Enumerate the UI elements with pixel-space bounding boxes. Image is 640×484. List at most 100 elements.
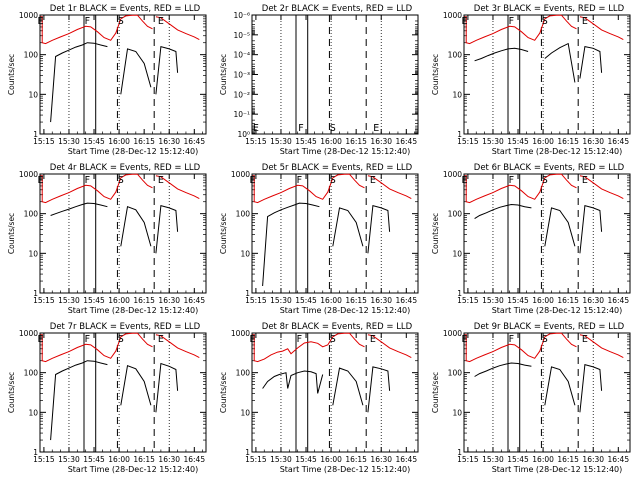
x-tick-label: 15:15	[245, 455, 267, 464]
y-axis-label: Counts/sec	[431, 213, 440, 254]
event-marker-label: E	[370, 175, 376, 186]
event-marker-label: F	[85, 334, 90, 345]
x-tick-label: 16:45	[183, 296, 205, 305]
x-tick-label: 16:00	[532, 296, 554, 305]
lld-series-line	[579, 334, 624, 359]
event-marker-label: E	[38, 175, 44, 186]
x-axis-label: Start Time (28-Dec-12 15:12:40)	[280, 306, 411, 315]
y-tick-label: 10⁰	[237, 130, 250, 139]
x-tick-label: 16:15	[345, 137, 367, 146]
det-6r-panel: Det 6r BLACK = Events, RED = LLD 1 10 100 10…	[431, 163, 631, 315]
x-tick-label: 16:00	[108, 455, 130, 464]
plot-frame	[39, 14, 207, 135]
x-tick-label: 15:30	[270, 455, 292, 464]
lld-series-line	[155, 16, 200, 41]
y-tick-label: 10	[240, 408, 250, 417]
x-tick-label: 16:30	[582, 455, 604, 464]
det-8r-panel: Det 8r BLACK = Events, RED = LLD 1 10 100 10…	[219, 322, 419, 474]
events-series-line	[50, 360, 108, 441]
y-tick-label: 100	[448, 51, 463, 60]
x-tick-label: 16:00	[320, 296, 342, 305]
x-tick-label: 15:45	[507, 137, 529, 146]
x-axis-label: Start Time (28-Dec-12 15:12:40)	[280, 147, 411, 156]
det-2r-panel: Det 2r BLACK = Events, RED = LLD 10⁰ 10⁻¹ 1…	[219, 4, 419, 156]
events-series-line	[155, 204, 179, 254]
x-tick-label: 15:15	[245, 296, 267, 305]
y-tick-label: 1	[457, 130, 462, 139]
det-9r-panel: Det 9r BLACK = Events, RED = LLD 1 10 100 10…	[431, 322, 631, 474]
events-series-line	[332, 207, 364, 247]
event-marker-label: E	[582, 16, 588, 27]
event-marker-label: F	[509, 175, 514, 186]
events-series-line	[367, 204, 391, 254]
plot-frame	[463, 173, 631, 294]
plot-frame	[39, 332, 207, 453]
panel-title: Det 1r BLACK = Events, RED = LLD	[50, 4, 201, 14]
event-marker-label: F	[509, 16, 514, 27]
y-tick-label: 1	[33, 289, 38, 298]
x-tick-label: 15:45	[295, 137, 317, 146]
x-tick-label: 16:00	[320, 455, 342, 464]
event-marker-label: F	[297, 175, 302, 186]
events-series-line	[262, 202, 320, 287]
y-tick-label: 1000	[443, 329, 462, 338]
x-tick-label: 16:30	[158, 455, 180, 464]
x-tick-label: 16:15	[557, 455, 579, 464]
event-marker-label: E	[373, 123, 379, 134]
x-tick-label: 15:15	[245, 137, 267, 146]
event-marker-label: E	[250, 334, 256, 345]
event-marker-label: E	[158, 334, 164, 345]
events-series-line	[544, 366, 576, 406]
event-marker-label: S	[330, 334, 336, 345]
x-axis-label: Start Time (28-Dec-12 15:12:40)	[492, 465, 623, 474]
x-axis-label: Start Time (28-Dec-12 15:12:40)	[68, 306, 199, 315]
x-tick-label: 16:45	[607, 137, 629, 146]
x-tick-label: 15:30	[58, 455, 80, 464]
event-marker-label: S	[542, 334, 548, 345]
event-marker-label: S	[330, 123, 336, 134]
y-tick-label: 1000	[231, 329, 250, 338]
y-tick-label: 1	[33, 448, 38, 457]
events-series-line	[579, 46, 603, 79]
event-marker-label: S	[118, 175, 124, 186]
x-tick-label: 15:45	[83, 455, 105, 464]
det-1r-panel: Det 1r BLACK = Events, RED = LLD 1 10 100 10…	[7, 4, 207, 156]
y-tick-label: 10⁻³	[233, 71, 250, 80]
event-marker-label: E	[462, 334, 468, 345]
lld-series-line	[367, 175, 412, 200]
lld-series-line	[579, 16, 624, 41]
event-marker-label: E	[38, 334, 44, 345]
y-axis-label: Counts/sec	[219, 372, 228, 413]
events-series-line	[332, 367, 364, 406]
event-marker-label: F	[297, 334, 302, 345]
y-tick-label: 1000	[231, 170, 250, 179]
y-tick-label: 100	[24, 369, 39, 378]
x-tick-label: 16:15	[557, 137, 579, 146]
plot-frame	[463, 332, 631, 453]
panel-title: Det 5r BLACK = Events, RED = LLD	[262, 163, 413, 173]
events-series-line	[262, 370, 324, 394]
det-5r-panel: Det 5r BLACK = Events, RED = LLD 1 10 100 10…	[219, 163, 419, 315]
event-marker-label: F	[85, 175, 90, 186]
event-marker-label: E	[582, 175, 588, 186]
y-tick-label: 1	[245, 448, 250, 457]
y-tick-label: 1000	[19, 11, 38, 20]
plot-frame	[39, 173, 207, 294]
panel-title: Det 4r BLACK = Events, RED = LLD	[50, 163, 201, 173]
y-tick-label: 1000	[19, 329, 38, 338]
x-tick-label: 15:30	[58, 296, 80, 305]
x-tick-label: 15:30	[270, 296, 292, 305]
x-tick-label: 16:45	[607, 455, 629, 464]
events-series-line	[544, 42, 576, 83]
events-series-line	[544, 207, 576, 247]
lld-series-line	[464, 332, 577, 363]
x-tick-label: 16:15	[133, 296, 155, 305]
event-marker-label: S	[542, 16, 548, 27]
x-tick-label: 16:30	[370, 455, 392, 464]
y-tick-label: 10⁻⁴	[233, 51, 250, 60]
events-series-line	[474, 203, 532, 220]
y-tick-label: 1000	[19, 170, 38, 179]
y-tick-label: 100	[24, 210, 39, 219]
panel-title: Det 3r BLACK = Events, RED = LLD	[474, 4, 625, 14]
y-tick-label: 1	[245, 289, 250, 298]
